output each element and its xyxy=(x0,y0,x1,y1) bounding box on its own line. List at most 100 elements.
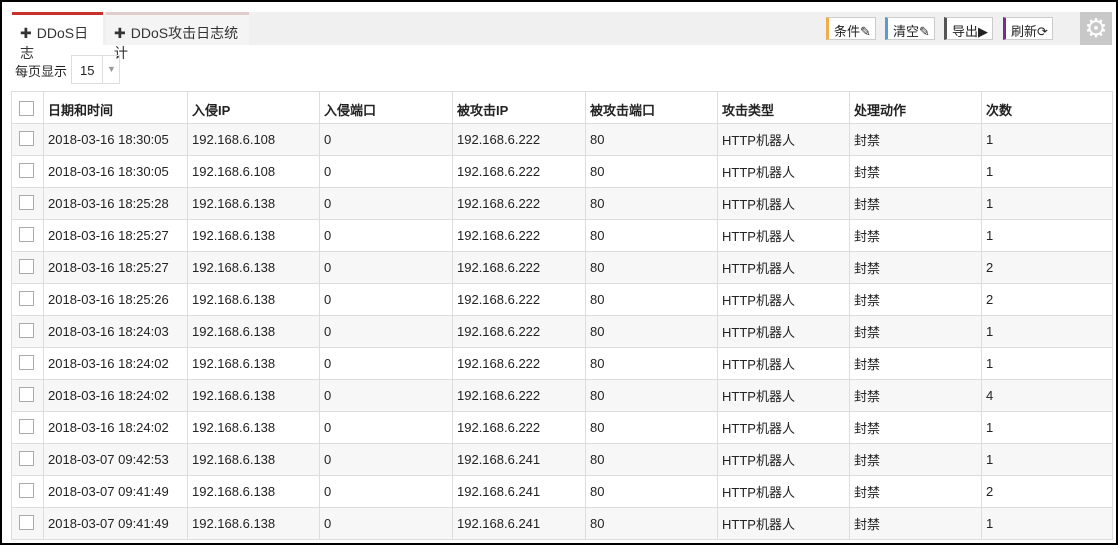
pencil-icon: ✎ xyxy=(860,24,871,39)
table-cell: 192.168.6.138 xyxy=(187,507,320,540)
checkbox[interactable] xyxy=(19,290,34,306)
row-select[interactable] xyxy=(11,123,44,156)
checkbox[interactable] xyxy=(19,514,34,530)
checkbox[interactable] xyxy=(19,482,34,498)
table-row[interactable]: 2018-03-16 18:24:02 192.168.6.138 0 192.168… xyxy=(11,347,1113,380)
table-cell: 192.168.6.222 xyxy=(452,379,586,412)
table-cell: 192.168.6.222 xyxy=(452,219,586,252)
checkbox[interactable] xyxy=(19,322,34,338)
table-cell: 4 xyxy=(981,379,1113,412)
refresh-button[interactable]: 刷新⟳ xyxy=(1003,17,1053,40)
checkbox[interactable] xyxy=(19,354,34,370)
table-cell: 0 xyxy=(319,475,453,508)
tab-ddos-stats[interactable]: ✚ DDoS攻击日志统计 xyxy=(106,12,249,61)
table-row[interactable]: 2018-03-07 09:41:49 192.168.6.138 0 192.168… xyxy=(11,475,1113,508)
row-select[interactable] xyxy=(11,187,44,220)
table-row[interactable]: 2018-03-16 18:25:28 192.168.6.138 0 192.168… xyxy=(11,187,1113,220)
table-row[interactable]: 2018-03-16 18:24:02 192.168.6.138 0 192.168… xyxy=(11,411,1113,444)
table-cell: 192.168.6.222 xyxy=(452,315,586,348)
table-cell: 1 xyxy=(981,315,1113,348)
table-cell: 封禁 xyxy=(849,187,982,220)
checkbox[interactable] xyxy=(19,130,34,146)
table-row[interactable]: 2018-03-07 09:41:49 192.168.6.138 0 192.168… xyxy=(11,507,1113,540)
table-row[interactable]: 2018-03-16 18:30:05 192.168.6.108 0 192.168… xyxy=(11,123,1113,156)
page-size-value: 15 xyxy=(80,63,95,78)
table-cell: 192.168.6.138 xyxy=(187,315,320,348)
table-cell: 2018-03-16 18:25:27 xyxy=(43,219,188,252)
table-row[interactable]: 2018-03-16 18:24:03 192.168.6.138 0 192.168… xyxy=(11,315,1113,348)
row-select[interactable] xyxy=(11,251,44,284)
table-cell: HTTP机器人 xyxy=(717,411,850,444)
table-cell: 封禁 xyxy=(849,443,982,476)
table-cell: 封禁 xyxy=(849,315,982,348)
table-cell: 2018-03-16 18:25:28 xyxy=(43,187,188,220)
condition-button[interactable]: 条件✎ xyxy=(826,17,876,40)
row-select[interactable] xyxy=(11,347,44,380)
checkbox[interactable] xyxy=(19,162,34,178)
table-cell: 1 xyxy=(981,347,1113,380)
table-cell: 192.168.6.222 xyxy=(452,155,586,188)
table-row[interactable]: 2018-03-07 09:42:53 192.168.6.138 0 192.168… xyxy=(11,443,1113,476)
table-cell: 2018-03-07 09:42:53 xyxy=(43,443,188,476)
page-size-select[interactable]: 15 ▼ xyxy=(71,55,120,84)
row-select[interactable] xyxy=(11,411,44,444)
column-header: 次数 xyxy=(981,91,1113,124)
row-select[interactable] xyxy=(11,315,44,348)
table-cell: HTTP机器人 xyxy=(717,251,850,284)
row-select[interactable] xyxy=(11,475,44,508)
table-cell: 2018-03-16 18:30:05 xyxy=(43,155,188,188)
checkbox[interactable] xyxy=(19,258,34,274)
table-row[interactable]: 2018-03-16 18:30:05 192.168.6.108 0 192.168… xyxy=(11,155,1113,188)
row-select[interactable] xyxy=(11,283,44,316)
table-cell: 封禁 xyxy=(849,507,982,540)
table-cell: 0 xyxy=(319,155,453,188)
table-cell: 封禁 xyxy=(849,251,982,284)
table-cell: 0 xyxy=(319,507,453,540)
table-cell: 192.168.6.108 xyxy=(187,123,320,156)
column-header: 处理动作 xyxy=(849,91,982,124)
table-row[interactable]: 2018-03-16 18:25:27 192.168.6.138 0 192.168… xyxy=(11,219,1113,252)
table-cell: 0 xyxy=(319,315,453,348)
checkbox[interactable] xyxy=(19,450,34,466)
checkbox[interactable] xyxy=(19,194,34,210)
table-cell: 封禁 xyxy=(849,283,982,316)
table-cell: 192.168.6.138 xyxy=(187,379,320,412)
table-cell: 2018-03-16 18:24:02 xyxy=(43,411,188,444)
gear-icon[interactable]: ⚙ xyxy=(1080,12,1112,45)
table-cell: 80 xyxy=(585,347,718,380)
table-cell: 192.168.6.241 xyxy=(452,443,586,476)
table-cell: 80 xyxy=(585,315,718,348)
tab-label: DDoS日志 xyxy=(20,25,89,61)
tab-label: DDoS攻击日志统计 xyxy=(114,25,239,61)
export-button[interactable]: 导出▶ xyxy=(944,17,994,40)
row-select[interactable] xyxy=(11,507,44,540)
table-cell: 2018-03-07 09:41:49 xyxy=(43,475,188,508)
table-cell: 0 xyxy=(319,283,453,316)
table-cell: HTTP机器人 xyxy=(717,475,850,508)
table-cell: HTTP机器人 xyxy=(717,443,850,476)
table-cell: 192.168.6.138 xyxy=(187,347,320,380)
checkbox[interactable] xyxy=(19,226,34,242)
table-cell: 80 xyxy=(585,475,718,508)
checkbox[interactable] xyxy=(19,100,34,116)
row-select[interactable] xyxy=(11,219,44,252)
table-row[interactable]: 2018-03-16 18:25:26 192.168.6.138 0 192.168… xyxy=(11,283,1113,316)
plus-icon: ✚ xyxy=(114,25,126,41)
table-cell: 80 xyxy=(585,283,718,316)
row-select[interactable] xyxy=(11,443,44,476)
clear-button[interactable]: 清空✎ xyxy=(885,17,935,40)
row-select[interactable] xyxy=(11,379,44,412)
row-select[interactable] xyxy=(11,155,44,188)
plus-icon: ✚ xyxy=(20,25,32,41)
table-row[interactable]: 2018-03-16 18:25:27 192.168.6.138 0 192.168… xyxy=(11,251,1113,284)
table-cell: 0 xyxy=(319,443,453,476)
checkbox[interactable] xyxy=(19,386,34,402)
table-cell: 2018-03-16 18:24:02 xyxy=(43,379,188,412)
table-cell: 2 xyxy=(981,251,1113,284)
table-row[interactable]: 2018-03-16 18:24:02 192.168.6.138 0 192.168… xyxy=(11,379,1113,412)
table-cell: 封禁 xyxy=(849,123,982,156)
select-all[interactable] xyxy=(11,91,44,124)
checkbox[interactable] xyxy=(19,418,34,434)
tab-ddos-log[interactable]: ✚ DDoS日志 xyxy=(12,12,103,61)
